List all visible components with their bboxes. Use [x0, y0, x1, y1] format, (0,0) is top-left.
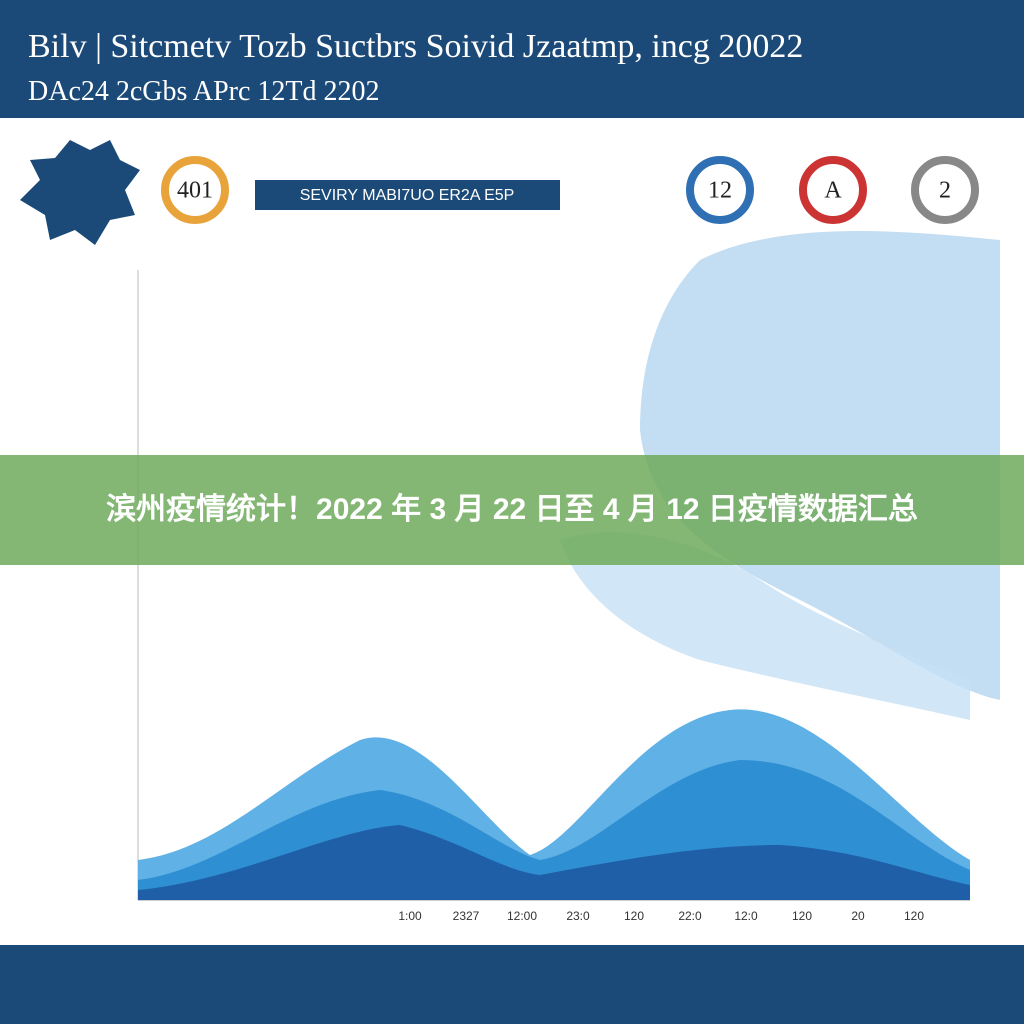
x-label: 1:00: [398, 909, 422, 923]
header-title: Bilv | Sitcmetv Tozb Suctbrs Soivid Jzaa…: [28, 28, 804, 65]
banner-title: 滨州疫情统计！2022 年 3 月 22 日至 4 月 12 日疫情数据汇总: [106, 493, 918, 526]
virus-icon: [20, 140, 140, 245]
x-label: 20: [851, 909, 865, 923]
gauge-label: 2: [939, 178, 951, 204]
x-label: 22:0: [678, 909, 702, 923]
panel-header: [255, 180, 560, 210]
header-subtitle: DAc24 2cGbs APrc 12Td 2202: [28, 76, 380, 107]
map-shape: [560, 532, 970, 720]
x-label: 120: [792, 909, 812, 923]
gauge-ring: [686, 156, 754, 224]
x-label: 2327: [453, 909, 480, 923]
footer: [0, 945, 1024, 1024]
gauge-label: A: [824, 178, 842, 204]
area: [138, 825, 970, 900]
x-label: 120: [624, 909, 644, 923]
gauge-ring: [799, 156, 867, 224]
banner: 滨州疫情统计！2022 年 3 月 22 日至 4 月 12 日疫情数据汇总: [0, 455, 1024, 565]
header: Bilv | Sitcmetv Tozb Suctbrs Soivid Jzaa…: [0, 0, 1024, 118]
panel-title: SEVIRY MABI7UO ER2A E5P: [300, 187, 515, 204]
gauge-ring: [161, 156, 229, 224]
gauge-label: 12: [708, 178, 732, 204]
gauge-ring: [911, 156, 979, 224]
x-label: 23:0: [566, 909, 590, 923]
x-label: 12:00: [507, 909, 537, 923]
x-label: 12:0: [734, 909, 758, 923]
gauge-label: 401: [177, 178, 213, 204]
x-label: 120: [904, 909, 924, 923]
